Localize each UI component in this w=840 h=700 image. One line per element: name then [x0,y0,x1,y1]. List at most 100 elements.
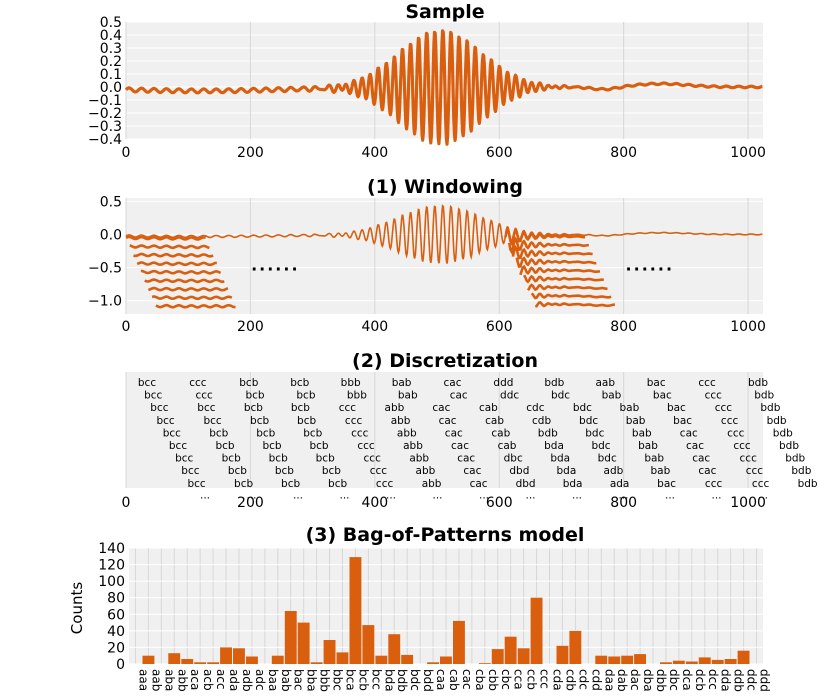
panel2-title: (1) Windowing [367,176,523,198]
panel3-word: cac [698,465,716,477]
panel4-category-label: cba [473,669,487,691]
panel3-word: bcb [328,478,347,490]
panel2-window-right-4 [519,264,601,276]
panel3-word: bcc [144,390,162,402]
panel3-word: bac [647,377,666,389]
panel4-category-label: aab [149,669,163,691]
panel1-ytick-label: 0.0 [100,80,122,96]
panel3-word: ccc [189,377,207,389]
panel3-word: bdc [598,453,617,465]
panel2-xtick-label: 400 [361,319,388,335]
panel3-word: bcc [181,465,199,477]
panel3-word: bab [602,390,622,402]
panel4-category-label: aaa [137,669,151,691]
panel3-word: bcb [269,453,288,465]
panel3-xtick-label: 800 [610,495,637,511]
panel3-word: cac [470,478,488,490]
panel3-word: bdb [544,377,564,389]
panel4-category-label: dbc [667,669,681,691]
panel3-word: ccc [733,440,751,452]
panel1-xtick-label: 1000 [730,145,766,161]
panel2-xtick-label: 0 [122,319,131,335]
panel4-category-label: dbb [654,669,668,692]
panel1-ytick-label: 0.3 [100,41,122,57]
panel4-bar-cac [453,620,465,664]
panel4-bar-dcc [698,657,711,664]
panel4-bar-bac [284,611,297,664]
panel3-word: abb [416,465,436,477]
panel4-bar-ddb [724,659,737,664]
panel1-ytick-label: −0.2 [88,106,122,122]
panel3-word: bab [626,415,646,427]
panel2-window-left-8 [155,303,236,309]
panel4-category-label: adb [240,669,254,692]
panel4-ytick-label: 40 [107,624,125,640]
panel4-ytick-label: 100 [98,574,125,590]
panel2-window-right-3 [515,256,597,268]
panel3-word: abb [397,427,417,439]
panel3-word: ccc [698,377,716,389]
panel3-word: bdb [760,402,780,414]
panel4-bar-dac [621,655,634,664]
panel3-word: bdb [791,465,811,477]
panel3-word: bac [653,390,672,402]
panel4-title: (3) Bag-of-Patterns model [306,524,585,546]
panel3-word: bcb [291,402,310,414]
panel3-word: cac [457,453,475,465]
panel4-bar-abb [168,653,181,664]
panel4-category-label: ddd [758,669,772,692]
panel3-word: bab [632,427,652,439]
panel3-word: bcb [281,478,300,490]
panel3-word: ada [610,478,630,490]
panel2-window-left-4 [140,269,222,275]
panel3-word: bdb [754,390,774,402]
panel4-category-label: ccb [525,669,539,690]
panel3-word: bcb [234,478,253,490]
panel4-category-label: adc [253,669,267,691]
panel3-word: adb [604,465,624,477]
panel4-bar-bdc [401,654,414,664]
panel1-xtick-label: 800 [610,145,637,161]
panel3-word: bdb [773,427,793,439]
panel2-xtick-label: 200 [237,319,264,335]
panel3-word: bab [392,377,412,389]
panel1-xtick-label: 400 [361,145,388,161]
panel3-word: bdb [767,415,787,427]
panel4-bar-dda [711,659,724,664]
panel3-word: bab [638,440,658,452]
panel3-ellipsis: ... [200,489,210,501]
panel4-category-label: acc [214,669,228,690]
panel4-bar-bda [375,655,388,664]
panel2-window-left-1 [129,244,210,250]
panel3-plot-area [126,372,763,488]
panel3-xtick-label: 200 [237,495,264,511]
panel3-word: ccc [339,402,357,414]
panel3-word: bcb [245,390,264,402]
panel3-ellipsis: ... [339,489,349,501]
panel3-word: bdc [591,440,610,452]
panel2-window-left-7 [151,295,233,301]
panel2-window-left-2 [133,252,214,258]
panel4-category-label: ddc [745,669,759,691]
panel2-window-right-7 [530,292,612,300]
panel3-word: bda [563,478,583,490]
panel1-title: Sample [405,1,484,23]
panel4-category-label: daa [602,669,616,691]
panel2-ellipsis-left: ...... [251,255,299,274]
panel3-ellipsis: ... [665,489,675,501]
panel2-xtick-label: 800 [610,319,637,335]
panel3-word: bcc [175,453,193,465]
panel4-bar-cca [504,636,517,664]
panel4-category-label: dcb [693,669,707,691]
panel4-bar-bdb [388,634,401,664]
panel2-ytick-label: −0.5 [88,261,122,277]
panel3-word: ccc [364,453,382,465]
panel3-ellipsis: ... [432,489,442,501]
panel4-category-label: cdc [576,669,590,690]
panel4-category-label: aba [162,669,176,691]
panel3-word: bcb [256,427,275,439]
panel3-ellipsis: ... [758,489,768,501]
panel3-ellipsis: ... [386,489,396,501]
panel3-word: cac [439,415,457,427]
panel3-ellipsis: ... [246,489,256,501]
